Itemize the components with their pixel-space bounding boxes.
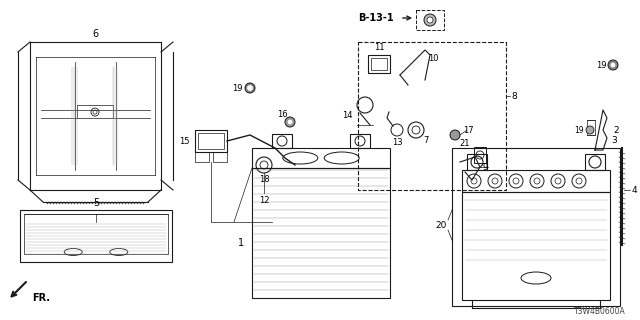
Text: 4: 4: [632, 186, 637, 195]
Text: 15: 15: [179, 137, 190, 146]
Text: 1: 1: [238, 238, 244, 248]
Circle shape: [608, 60, 618, 70]
Text: 3: 3: [611, 135, 617, 145]
Bar: [474, 147, 486, 163]
Text: 6: 6: [92, 29, 98, 39]
Text: 19: 19: [596, 60, 607, 69]
Bar: [350, 134, 370, 148]
Bar: [462, 170, 610, 192]
Bar: [587, 120, 595, 135]
Bar: [198, 133, 224, 149]
Text: T3W4B0600A: T3W4B0600A: [574, 308, 626, 316]
Text: 14: 14: [342, 110, 353, 119]
Bar: [368, 55, 390, 73]
Bar: [195, 152, 209, 162]
Circle shape: [586, 126, 594, 134]
Bar: [213, 152, 227, 162]
Text: 7: 7: [423, 135, 429, 145]
Text: 12: 12: [259, 196, 269, 204]
Text: 19: 19: [232, 84, 243, 92]
Text: 19: 19: [574, 125, 584, 134]
Bar: [20, 210, 172, 262]
Text: 5: 5: [93, 198, 99, 208]
Text: 20: 20: [436, 220, 447, 229]
Circle shape: [285, 117, 295, 127]
Circle shape: [424, 14, 436, 26]
Text: 16: 16: [276, 109, 287, 118]
Bar: [371, 58, 387, 70]
Bar: [585, 154, 605, 170]
Text: B-13-1: B-13-1: [358, 13, 394, 23]
Text: 2: 2: [613, 125, 619, 134]
Circle shape: [288, 120, 292, 124]
Bar: [24, 214, 168, 254]
Bar: [272, 134, 292, 148]
Bar: [252, 168, 390, 298]
Text: 18: 18: [259, 174, 269, 183]
Text: FR.: FR.: [32, 293, 50, 303]
Circle shape: [427, 17, 433, 23]
Bar: [416, 10, 444, 30]
Circle shape: [611, 63, 615, 67]
Bar: [462, 192, 610, 300]
Text: 13: 13: [392, 138, 403, 147]
Text: 21: 21: [460, 139, 470, 148]
Text: 10: 10: [428, 53, 438, 62]
Text: 11: 11: [374, 43, 384, 52]
Bar: [252, 148, 390, 168]
Text: 17: 17: [463, 125, 474, 134]
Circle shape: [450, 130, 460, 140]
Bar: [467, 154, 487, 170]
Bar: [452, 148, 620, 306]
Bar: [358, 42, 506, 190]
Bar: [195, 130, 227, 152]
Text: 9: 9: [482, 163, 487, 172]
Text: 8: 8: [511, 92, 516, 100]
Circle shape: [248, 85, 253, 91]
Circle shape: [245, 83, 255, 93]
